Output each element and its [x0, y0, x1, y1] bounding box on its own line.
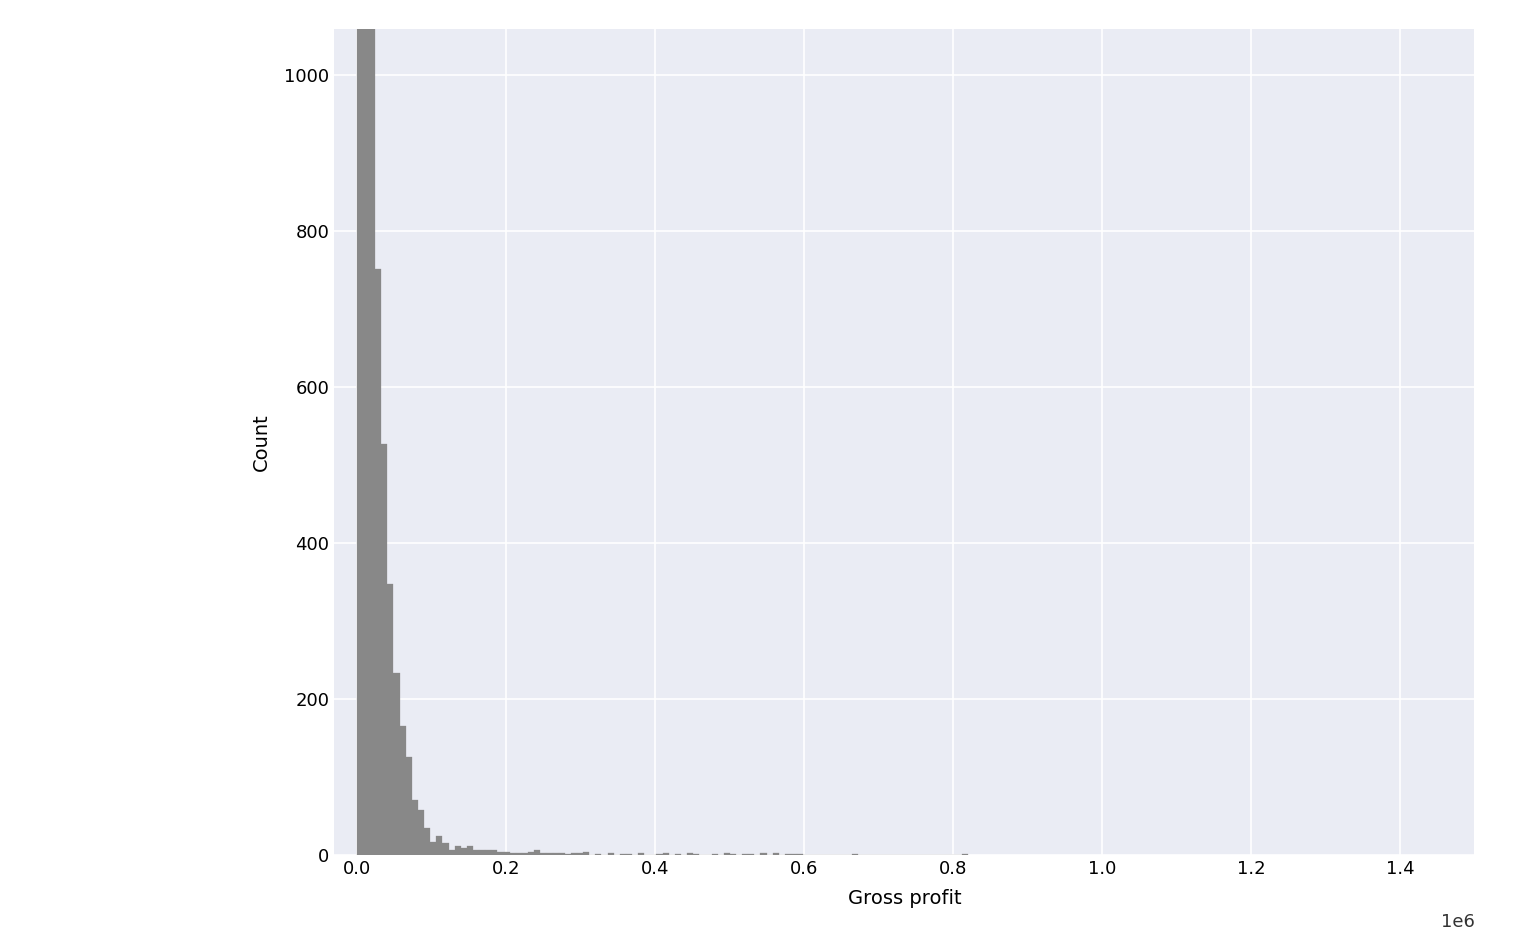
Bar [552, 853, 559, 855]
Bar [572, 853, 578, 855]
Bar [382, 444, 388, 855]
Bar [772, 853, 778, 855]
Bar [546, 853, 552, 855]
Bar [363, 0, 369, 855]
Bar [424, 828, 430, 855]
Bar [357, 0, 363, 855]
Bar [375, 270, 382, 855]
Bar [509, 853, 515, 855]
Text: 1e6: 1e6 [1441, 913, 1474, 931]
Bar [503, 852, 509, 855]
Bar [663, 853, 669, 855]
Bar [388, 583, 394, 855]
Bar [540, 853, 546, 855]
Bar [369, 0, 375, 855]
Bar [527, 852, 534, 855]
Bar [521, 853, 527, 855]
Bar [515, 853, 521, 855]
Bar [687, 853, 693, 855]
Bar [394, 673, 400, 855]
Bar [467, 846, 473, 855]
Bar [479, 850, 485, 855]
Bar [461, 848, 467, 855]
Bar [584, 852, 590, 855]
Bar [400, 726, 406, 855]
Bar [559, 853, 565, 855]
Bar [724, 853, 730, 855]
Bar [448, 849, 454, 855]
Bar [412, 800, 418, 855]
Bar [497, 852, 503, 855]
Bar [608, 853, 614, 855]
X-axis label: Gross profit: Gross profit [848, 889, 961, 908]
Bar [418, 809, 424, 855]
Bar [638, 853, 644, 855]
Bar [406, 757, 412, 855]
Bar [454, 846, 461, 855]
Bar [534, 849, 540, 855]
Bar [760, 853, 766, 855]
Bar [430, 842, 436, 855]
Bar [578, 853, 584, 855]
Bar [442, 843, 448, 855]
Bar [473, 850, 479, 855]
Bar [485, 849, 491, 855]
Bar [436, 836, 442, 855]
Bar [491, 850, 497, 855]
Y-axis label: Count: Count [251, 413, 271, 470]
